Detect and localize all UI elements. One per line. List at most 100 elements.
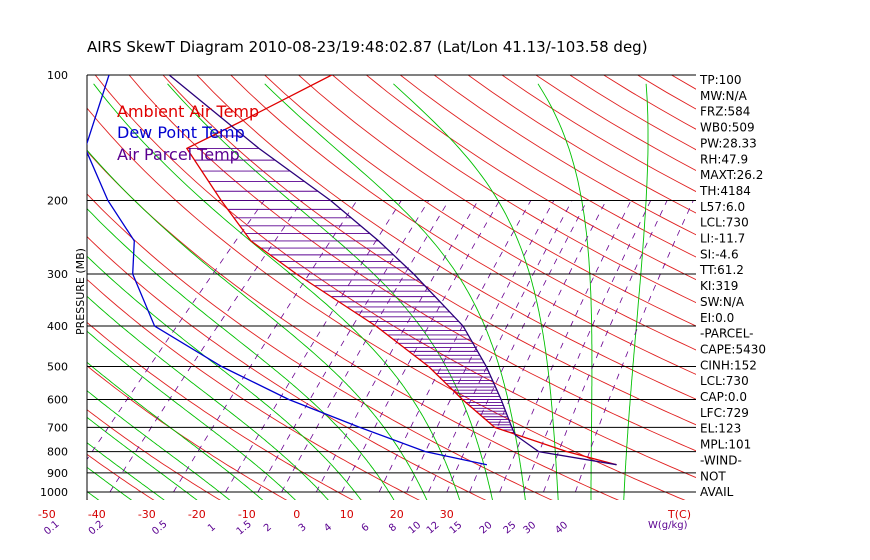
dry-adiabat (807, 75, 870, 501)
bottom-temp-tick: 10 (340, 508, 354, 521)
index-item: SI:-4.6 (700, 247, 739, 261)
sounding-profiles (87, 75, 617, 466)
index-item: SW:N/A (700, 295, 745, 309)
mixing-ratio-tick: 12 (425, 520, 442, 537)
mixing-ratio-line (341, 200, 500, 493)
mixing-ratio-line (225, 200, 402, 493)
dry-adiabat (87, 453, 155, 500)
dry-adiabat (87, 193, 553, 500)
moist-adiabat (93, 83, 461, 500)
index-item: FRZ:584 (700, 105, 750, 119)
mixing-ratio-tick: 0.2 (87, 519, 106, 538)
parcel-temp-line (168, 75, 617, 466)
index-item: CAP:0.0 (700, 390, 747, 404)
pressure-tick: 200 (47, 195, 68, 208)
mixing-ratio-tick: 1 (206, 522, 218, 535)
mixing-ratio-tick: 0.1 (42, 519, 61, 538)
bottom-temp-tick: -30 (138, 508, 156, 521)
dry-adiabat (196, 75, 696, 400)
mixing-ratio-tick: 0.5 (150, 519, 169, 538)
pressure-tick: 300 (47, 268, 68, 281)
dry-adiabat (400, 75, 696, 258)
moist-adiabat (87, 416, 198, 500)
mixing-ratio-line (281, 200, 450, 493)
mixing-ratio-tick: 25 (502, 520, 519, 537)
moist-adiabat (87, 361, 264, 500)
bottom-temp-tick: 30 (440, 508, 454, 521)
moist-adiabat (537, 83, 593, 500)
index-item: NOT (700, 469, 726, 483)
pressure-tick: 600 (47, 393, 68, 406)
mixing-ratio-tick: 15 (448, 520, 465, 537)
background-lines (0, 75, 870, 501)
bottom-temp-tick: -50 (38, 508, 56, 521)
mixing-ratio-line (446, 200, 588, 493)
pressure-tick: 800 (47, 446, 68, 459)
moist-adiabat (0, 84, 67, 501)
mixing-ratio-tick: 30 (521, 520, 538, 537)
mixing-ratio-unit-label: W(g/kg) (648, 520, 688, 531)
pressure-tick: 400 (47, 320, 68, 333)
index-item: EI:0.0 (700, 311, 734, 325)
mixing-ratio-tick: 3 (297, 522, 309, 535)
index-item: TT:61.2 (699, 263, 744, 277)
bottom-temp-tick: 20 (390, 508, 404, 521)
index-item: CAPE:5430 (700, 342, 766, 356)
mixing-ratio-tick: 10 (407, 520, 424, 537)
dry-adiabat (87, 235, 487, 500)
index-item: WB0:509 (700, 121, 755, 135)
mixing-ratio-tick: 1.5 (235, 519, 254, 538)
mixing-ratio-line (378, 200, 532, 493)
dry-adiabat (230, 75, 696, 375)
mixing-ratio-tick: 4 (322, 522, 334, 535)
mixing-ratio-tick: 2 (262, 522, 274, 535)
dry-adiabat (128, 75, 696, 452)
moist-adiabat (393, 83, 559, 500)
dry-adiabat (87, 409, 221, 500)
dry-adiabat (87, 321, 354, 500)
legend-dewpoint: Dew Point Temp (117, 123, 245, 142)
moist-adiabat (87, 330, 296, 500)
mixing-ratio-line (406, 200, 555, 493)
moist-adiabat (264, 83, 526, 500)
dry-adiabat (332, 75, 696, 304)
bottom-temp-tick: 0 (293, 508, 300, 521)
index-item: LCL:730 (700, 374, 749, 388)
mixing-ratio-tick: 40 (553, 520, 570, 537)
index-item: MW:N/A (700, 89, 748, 103)
index-item: -PARCEL- (700, 327, 754, 341)
dry-adiabat (87, 150, 620, 500)
dry-adiabat (467, 75, 696, 214)
moist-adiabat (87, 466, 133, 500)
mixing-ratio-line (543, 200, 668, 493)
moist-adiabat (87, 255, 362, 500)
moist-adiabat (87, 208, 395, 500)
y-axis-label: PRESSURE (MB) (74, 248, 87, 335)
dry-adiabat (739, 75, 870, 501)
moist-adiabat (87, 149, 428, 500)
legend-parcel: Air Parcel Temp (117, 145, 240, 164)
index-item: MAXT:26.2 (700, 168, 763, 182)
index-item: MPL:101 (700, 438, 751, 452)
dry-adiabat (501, 75, 696, 193)
legend-ambient: Ambient Air Temp (117, 102, 259, 121)
bottom-temp-tick: -40 (88, 508, 106, 521)
bottom-temp-tick: -20 (188, 508, 206, 521)
index-item: AVAIL (700, 485, 734, 499)
dry-adiabat (87, 278, 420, 500)
pressure-tick: 900 (47, 467, 68, 480)
moist-adiabat (623, 83, 649, 500)
cape-hatch (186, 135, 515, 433)
mixing-ratio-tick: 8 (387, 522, 399, 535)
index-item: LCL:730 (700, 216, 749, 230)
chart-title: AIRS SkewT Diagram 2010-08-23/19:48:02.8… (87, 38, 648, 56)
dry-adiabat (298, 75, 696, 327)
index-item: PW:28.33 (700, 136, 757, 150)
dewpoint-line (87, 75, 488, 466)
mixing-ratio-tick: 20 (478, 520, 495, 537)
index-item: L57:6.0 (700, 200, 745, 214)
moist-adiabat (87, 390, 231, 500)
dry-adiabat (87, 107, 686, 500)
